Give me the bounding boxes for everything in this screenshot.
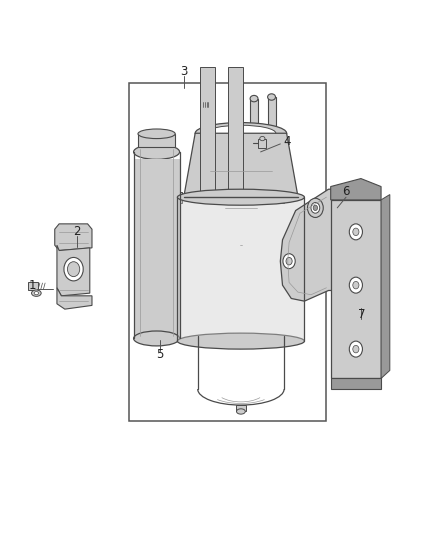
Ellipse shape [177, 189, 304, 205]
Polygon shape [57, 288, 92, 309]
Text: 6: 6 [342, 185, 350, 198]
Ellipse shape [268, 94, 276, 100]
Circle shape [286, 257, 292, 265]
Polygon shape [55, 224, 92, 251]
Circle shape [305, 280, 314, 290]
Circle shape [67, 262, 80, 277]
Ellipse shape [177, 333, 304, 349]
Ellipse shape [202, 117, 209, 123]
Ellipse shape [32, 290, 41, 296]
Polygon shape [280, 189, 333, 301]
Text: 3: 3 [180, 66, 187, 78]
Text: 7: 7 [357, 308, 365, 321]
Bar [258, 139, 266, 148]
Ellipse shape [138, 129, 175, 139]
Bar [28, 282, 38, 290]
Ellipse shape [260, 136, 265, 141]
Polygon shape [381, 195, 390, 378]
Polygon shape [331, 378, 381, 389]
Text: 5: 5 [156, 348, 163, 361]
Ellipse shape [134, 331, 180, 346]
Bar [138, 134, 175, 147]
Bar [282, 192, 284, 203]
Ellipse shape [268, 130, 276, 136]
Polygon shape [331, 200, 381, 378]
Bar [180, 192, 182, 203]
Circle shape [64, 257, 83, 281]
Ellipse shape [237, 409, 245, 414]
Circle shape [353, 345, 359, 353]
Circle shape [283, 254, 295, 269]
Ellipse shape [184, 192, 298, 203]
Circle shape [350, 277, 362, 293]
Circle shape [353, 281, 359, 289]
Bar [200, 67, 215, 200]
Bar [268, 97, 276, 133]
Ellipse shape [134, 144, 180, 159]
Bar [302, 279, 313, 292]
Polygon shape [57, 245, 90, 296]
Ellipse shape [195, 123, 286, 144]
Polygon shape [331, 179, 381, 200]
Text: 2: 2 [73, 225, 81, 238]
Circle shape [350, 341, 362, 357]
Bar [202, 107, 209, 120]
Text: 1: 1 [29, 279, 37, 292]
Bar [129, 83, 326, 421]
Bar [228, 67, 244, 200]
Circle shape [307, 198, 323, 217]
Circle shape [311, 203, 320, 213]
Bar [202, 101, 209, 107]
Bar [134, 159, 180, 338]
Bar [250, 99, 258, 131]
Ellipse shape [34, 292, 39, 295]
Circle shape [313, 205, 318, 211]
Ellipse shape [250, 127, 258, 134]
Circle shape [350, 224, 362, 240]
Ellipse shape [206, 125, 276, 141]
Ellipse shape [250, 95, 258, 102]
Bar [236, 405, 246, 411]
Bar [177, 197, 304, 341]
Circle shape [353, 228, 359, 236]
Polygon shape [184, 133, 298, 197]
Text: 4: 4 [283, 135, 291, 148]
